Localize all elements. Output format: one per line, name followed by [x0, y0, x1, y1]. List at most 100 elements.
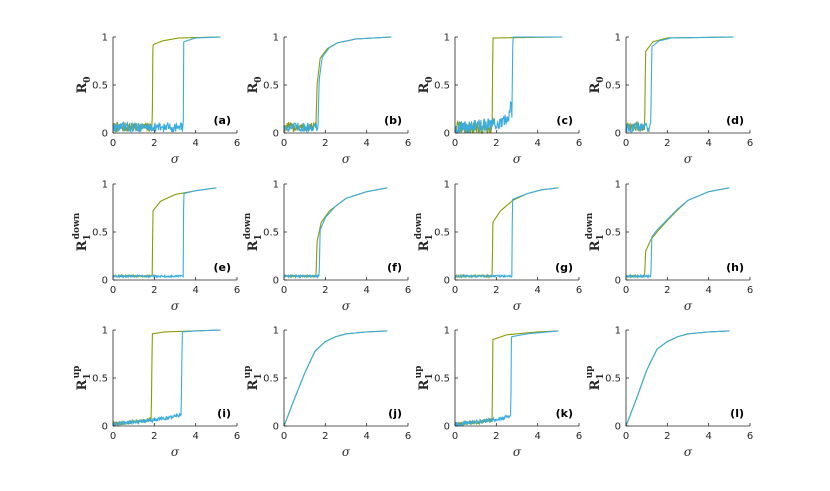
series-line-down	[625, 187, 730, 279]
x-axis-label: σ	[171, 152, 180, 166]
series-line-up	[112, 329, 221, 427]
y-tick-label: 0.5	[434, 374, 450, 385]
y-axis-label: R1down	[72, 212, 93, 251]
y-axis-label: R1down	[585, 212, 606, 251]
x-tick-label: 4	[363, 138, 369, 149]
panel-k: 0 2 4 6 0 0.5 1 σ R1up (k)	[414, 326, 582, 460]
series-line-up	[283, 36, 392, 133]
series-line-up	[454, 187, 559, 279]
y-axis-label: R0	[75, 76, 93, 93]
y-tick-label: 1	[102, 33, 108, 44]
x-tick-label: 0	[623, 138, 629, 149]
y-tick-label: 1	[273, 326, 279, 337]
y-tick-label: 1	[615, 180, 621, 191]
x-tick-label: 6	[747, 285, 753, 296]
panel-label: (l)	[730, 407, 744, 420]
y-tick-label: 0	[444, 129, 450, 140]
x-tick-label: 2	[322, 431, 328, 442]
x-tick-label: 6	[234, 431, 240, 442]
panel-label: (h)	[726, 261, 744, 274]
x-tick-label: 4	[363, 285, 369, 296]
y-tick-label: 0.5	[263, 374, 279, 385]
x-tick-label: 0	[623, 285, 629, 296]
y-tick-label: 0	[615, 276, 621, 287]
x-axis-label: σ	[342, 299, 351, 313]
y-axis-label: R0	[417, 76, 435, 93]
y-tick-label: 0	[102, 276, 108, 287]
x-tick-label: 2	[664, 431, 670, 442]
y-tick-label: 0.5	[605, 228, 621, 239]
x-axis-label: σ	[684, 152, 693, 166]
x-tick-label: 0	[281, 285, 287, 296]
x-axis-label: σ	[171, 445, 180, 459]
y-tick-label: 0.5	[92, 374, 108, 385]
x-tick-label: 2	[151, 138, 157, 149]
panel-i: 0 2 4 6 0 0.5 1 σ R1up (i)	[72, 326, 240, 460]
x-tick-label: 6	[747, 138, 753, 149]
x-tick-label: 0	[452, 138, 458, 149]
x-tick-label: 0	[110, 431, 116, 442]
panel-label: (i)	[217, 407, 231, 420]
x-tick-label: 4	[705, 138, 711, 149]
y-tick-label: 0.5	[605, 81, 621, 92]
y-tick-label: 0	[273, 129, 279, 140]
y-tick-label: 0	[615, 129, 621, 140]
panel-label: (c)	[556, 114, 573, 127]
x-tick-label: 0	[623, 431, 629, 442]
x-tick-label: 2	[493, 138, 499, 149]
x-tick-label: 2	[151, 431, 157, 442]
y-tick-label: 0	[273, 422, 279, 433]
panel-label: (d)	[726, 114, 744, 127]
x-tick-label: 0	[110, 138, 116, 149]
x-tick-label: 6	[234, 285, 240, 296]
series-line-down	[112, 329, 221, 427]
panel-label: (f)	[387, 261, 402, 274]
x-tick-label: 6	[747, 431, 753, 442]
series-line-up	[454, 330, 559, 428]
x-tick-label: 4	[363, 431, 369, 442]
series-line-up	[112, 36, 221, 133]
y-tick-label: 0.5	[92, 228, 108, 239]
x-axis-label: σ	[513, 299, 522, 313]
series-line-up	[625, 330, 730, 427]
panel-label: (g)	[555, 261, 573, 274]
x-tick-label: 2	[493, 285, 499, 296]
x-tick-label: 0	[452, 285, 458, 296]
x-axis-label: σ	[684, 445, 693, 459]
panel-f: 0 2 4 6 0 0.5 1 σ R1down (f)	[243, 180, 411, 314]
x-tick-label: 4	[192, 138, 198, 149]
y-tick-label: 0.5	[92, 81, 108, 92]
x-tick-label: 4	[705, 285, 711, 296]
y-axis-label: R0	[246, 76, 264, 93]
series-line-down	[625, 36, 734, 133]
y-tick-label: 1	[273, 33, 279, 44]
panel-c: 0 2 4 6 0 0.5 1 σ R0 (c)	[417, 33, 582, 167]
panel-label: (k)	[556, 407, 573, 420]
x-axis-label: σ	[684, 299, 693, 313]
series-line-down	[625, 330, 730, 427]
x-tick-label: 2	[151, 285, 157, 296]
series-line-down	[112, 187, 217, 279]
x-axis-label: σ	[513, 445, 522, 459]
x-tick-label: 2	[664, 138, 670, 149]
x-tick-label: 6	[576, 431, 582, 442]
panel-b: 0 2 4 6 0 0.5 1 σ R0 (b)	[246, 33, 411, 167]
y-axis-label: R1up	[414, 366, 435, 391]
x-tick-label: 6	[576, 138, 582, 149]
y-tick-label: 0	[444, 276, 450, 287]
y-tick-label: 1	[444, 326, 450, 337]
y-tick-label: 1	[615, 33, 621, 44]
x-tick-label: 4	[192, 431, 198, 442]
y-axis-label: R1up	[585, 366, 606, 391]
panel-label: (a)	[214, 114, 231, 127]
y-tick-label: 0	[615, 422, 621, 433]
y-tick-label: 0.5	[434, 228, 450, 239]
y-axis-label: R1down	[243, 212, 264, 251]
y-tick-label: 0	[102, 422, 108, 433]
series-line-down	[454, 36, 563, 134]
series-line-down	[112, 36, 221, 134]
y-tick-label: 1	[273, 180, 279, 191]
y-tick-label: 0	[444, 422, 450, 433]
series-line-up	[625, 36, 734, 133]
